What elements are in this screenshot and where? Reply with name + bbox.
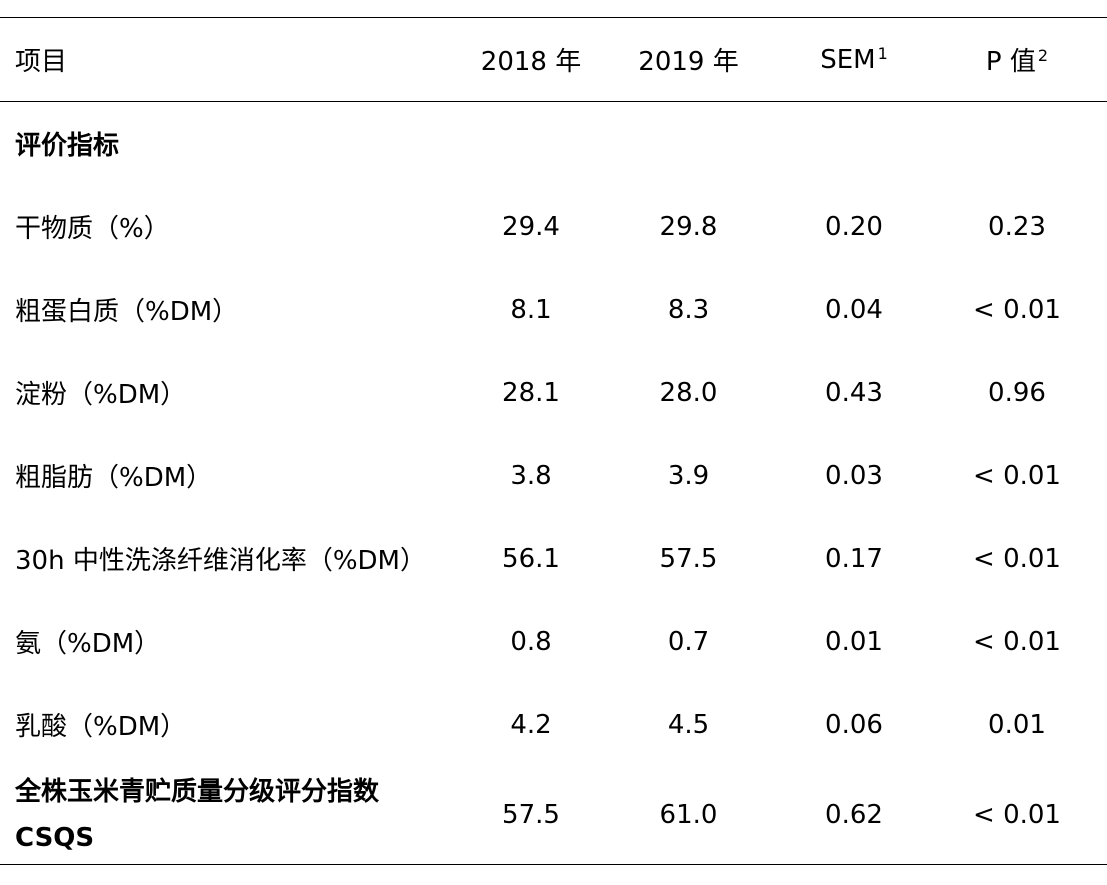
csqs-name-line2: CSQS bbox=[15, 822, 95, 853]
table-row: 干物质（%） 29.4 29.8 0.20 0.23 bbox=[0, 185, 1107, 268]
value-2018: 57.5 bbox=[502, 799, 560, 830]
header-p-footnote: 2 bbox=[1037, 46, 1049, 65]
value-2018: 56.1 bbox=[502, 543, 560, 574]
value-2018: 8.1 bbox=[510, 294, 552, 325]
table-row-csqs: 全株玉米青贮质量分级评分指数 CSQS 57.5 61.0 0.62 < 0.0… bbox=[0, 766, 1107, 864]
value-sem: 0.62 bbox=[825, 799, 883, 830]
value-p: 0.01 bbox=[988, 709, 1046, 740]
value-2019: 29.8 bbox=[659, 211, 718, 242]
row-name: 干物质（%） bbox=[15, 214, 170, 244]
table-row: 30h 中性洗涤纤维消化率（%DM） 56.1 57.5 0.17 < 0.01 bbox=[0, 517, 1107, 600]
value-2019: 3.9 bbox=[667, 460, 710, 491]
table-body: 评价指标 干物质（%） 29.4 29.8 0.20 0.23 粗蛋白质（%DM… bbox=[0, 102, 1107, 864]
value-2018: 4.2 bbox=[510, 709, 552, 740]
header-sem-label: SEM bbox=[820, 45, 876, 75]
table-row: 淀粉（%DM） 28.1 28.0 0.43 0.96 bbox=[0, 351, 1107, 434]
value-2018: 0.8 bbox=[510, 626, 552, 657]
table-row: 粗蛋白质（%DM） 8.1 8.3 0.04 < 0.01 bbox=[0, 268, 1107, 351]
row-name: 粗蛋白质（%DM） bbox=[15, 297, 239, 327]
value-p: < 0.01 bbox=[973, 543, 1061, 574]
csqs-name-line1: 全株玉米青贮质量分级评分指数 bbox=[15, 776, 380, 807]
value-2019: 61.0 bbox=[659, 799, 718, 830]
value-2019: 57.5 bbox=[659, 543, 718, 574]
value-2018: 28.1 bbox=[502, 377, 560, 408]
value-sem: 0.03 bbox=[825, 460, 883, 491]
value-2019: 0.7 bbox=[667, 626, 710, 657]
value-2018: 3.8 bbox=[510, 460, 552, 491]
header-item: 项目 bbox=[15, 47, 68, 77]
value-p: < 0.01 bbox=[973, 626, 1061, 657]
value-sem: 0.20 bbox=[825, 211, 883, 242]
row-name: 氨（%DM） bbox=[15, 629, 161, 659]
header-2018: 2018 年 bbox=[480, 47, 582, 77]
value-sem: 0.01 bbox=[825, 626, 883, 657]
section-title: 评价指标 bbox=[15, 131, 120, 161]
table-row: 乳酸（%DM） 4.2 4.5 0.06 0.01 bbox=[0, 683, 1107, 766]
header-2019: 2019 年 bbox=[638, 47, 739, 77]
row-name: 乳酸（%DM） bbox=[15, 712, 187, 742]
row-name: 淀粉（%DM） bbox=[15, 380, 187, 410]
section-row: 评价指标 bbox=[0, 102, 1107, 186]
value-sem: 0.04 bbox=[825, 294, 883, 325]
header-sem-footnote: 1 bbox=[877, 44, 888, 63]
value-p: < 0.01 bbox=[973, 294, 1061, 325]
row-name: 30h 中性洗涤纤维消化率（%DM） bbox=[15, 546, 426, 576]
value-p: 0.96 bbox=[988, 377, 1046, 408]
value-2019: 4.5 bbox=[667, 709, 710, 740]
row-name: 粗脂肪（%DM） bbox=[15, 463, 213, 493]
value-p: < 0.01 bbox=[973, 460, 1061, 491]
table-row: 粗脂肪（%DM） 3.8 3.9 0.03 < 0.01 bbox=[0, 434, 1107, 517]
value-p: 0.23 bbox=[988, 211, 1046, 242]
value-p: < 0.01 bbox=[973, 799, 1061, 830]
value-sem: 0.43 bbox=[825, 377, 883, 408]
header-p-label: P 值 bbox=[985, 47, 1036, 77]
row-name-csqs: 全株玉米青贮质量分级评分指数 CSQS bbox=[0, 766, 466, 864]
header-sem: SEM 1 bbox=[781, 18, 927, 102]
value-sem: 0.17 bbox=[825, 543, 883, 574]
value-2019: 28.0 bbox=[659, 377, 718, 408]
value-2018: 29.4 bbox=[502, 211, 560, 242]
value-sem: 0.06 bbox=[825, 709, 883, 740]
table-row: 氨（%DM） 0.8 0.7 0.01 < 0.01 bbox=[0, 600, 1107, 683]
value-2019: 8.3 bbox=[667, 294, 710, 325]
